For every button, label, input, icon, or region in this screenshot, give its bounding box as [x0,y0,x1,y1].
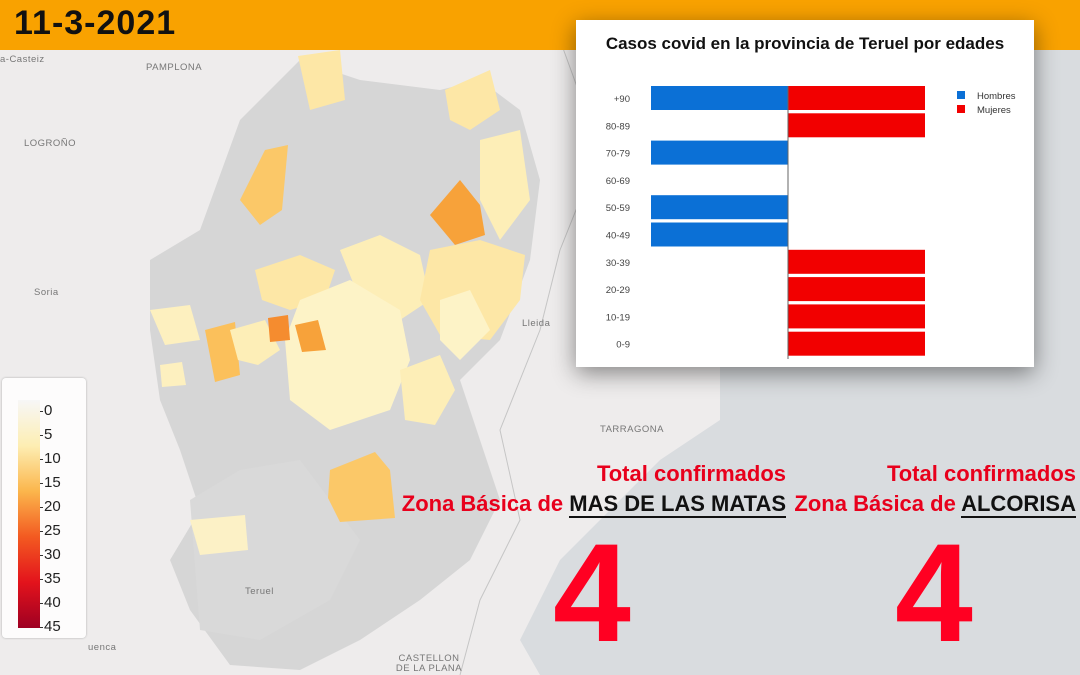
zone-line-1: Zona Básica de MAS DE LAS MATAS [400,489,786,519]
legend-tick: 25 [40,522,61,539]
y-tick-label: 20-29 [606,285,630,296]
zone-name-2: ALCORISA [961,491,1076,518]
zone-prefix-2: Zona Básica de [794,491,962,516]
color-legend: 0 5 10 15 20 25 30 35 40 45 [2,378,86,638]
zone-line-2: Zona Básica de ALCORISA [760,489,1076,519]
legend-tick: 15 [40,474,61,491]
bar-hombres [651,140,788,165]
total-label-2: Total confirmados Zona Básica de ALCORIS… [760,459,1076,519]
city-label: Lleida [522,318,551,329]
legend-label: Hombres [977,91,1016,102]
total-value-1: 4 [553,514,631,671]
y-tick-label: 50-59 [606,203,630,214]
total-label-1: Total confirmados Zona Básica de MAS DE … [400,459,786,519]
y-tick-label: 10-19 [606,312,630,323]
legend-tick: 35 [40,570,61,587]
city-label: Teruel [245,586,274,597]
bar-hombres [651,86,788,110]
age-chart-panel: Casos covid en la provincia de Teruel po… [576,20,1034,367]
age-pyramid-chart: +90 80-89 70-79 60-69 50-59 40-49 30-39 20-29 10… [606,86,1016,359]
bar-hombres [651,222,788,247]
bar-mujeres [788,113,925,138]
legend-swatch [957,105,965,113]
bar-hombres [651,195,788,220]
city-label: Soria [34,287,59,298]
bar-mujeres [788,304,925,329]
bar-mujeres [788,249,925,274]
city-label: PAMPLONA [146,62,203,73]
total-value-2: 4 [895,514,973,671]
city-label: a-Casteiz [0,54,45,65]
total-heading-2: Total confirmados [886,461,1076,486]
city-label: uenca [88,642,117,653]
y-tick-label: 30-39 [606,258,630,269]
legend-tick: 5 [39,426,53,443]
y-tick-label: 80-89 [606,121,630,132]
legend-tick: 40 [40,594,61,611]
zone-name-1: MAS DE LAS MATAS [569,491,786,518]
legend-tick: 10 [40,450,61,467]
legend-swatch [957,91,965,99]
bar-mujeres [788,86,925,110]
zone-prefix-1: Zona Básica de [401,491,570,516]
bar-mujeres [788,331,925,356]
legend-tick: 45 [40,618,61,635]
city-label: LOGROÑO [24,138,77,149]
legend-tick: 0 [39,402,53,419]
city-label: CASTELLON DE LA PLANA [395,653,463,674]
date-label: 11-3-2021 [14,4,177,42]
total-heading-1: Total confirmados [596,461,786,486]
legend-label: Mujeres [977,105,1011,116]
chart-title: Casos covid en la provincia de Teruel po… [605,34,1005,53]
y-tick-label: 40-49 [606,231,630,242]
legend-gradient [18,400,40,628]
zone-teruel-central [328,452,395,522]
y-tick-label: 70-79 [606,149,630,160]
city-label: TARRAGONA [600,424,664,435]
legend-tick: 20 [40,498,61,515]
y-tick-label: 60-69 [606,176,630,187]
y-tick-label: +90 [614,94,630,105]
bar-mujeres [788,277,925,302]
y-tick-label: 0-9 [616,340,630,351]
legend-tick: 30 [40,546,61,563]
zone-teruel-sur [190,515,248,555]
